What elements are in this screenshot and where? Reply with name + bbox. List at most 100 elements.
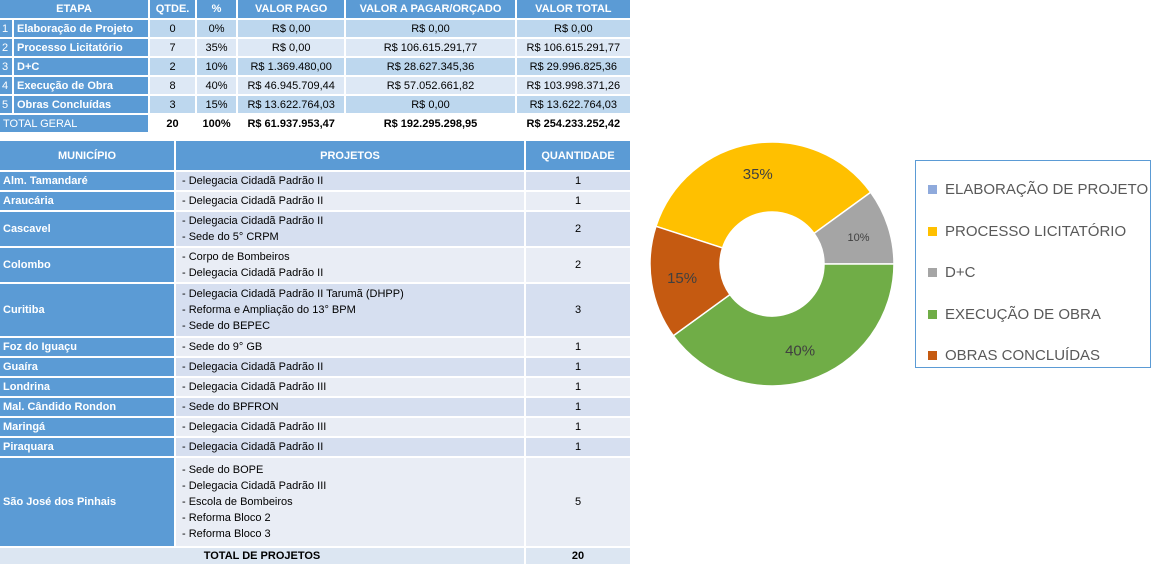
project-row: Alm. Tamandaré - Delegacia Cidadã Padrão …: [0, 172, 630, 190]
project-item: - Delegacia Cidadã Padrão II: [182, 175, 324, 187]
project-row: Colombo - Corpo de Bombeiros - Delegacia C…: [0, 248, 630, 282]
total-qtde: 20: [150, 115, 196, 132]
project-item: - Delegacia Cidadã Padrão II: [182, 215, 324, 227]
summary-row: 2 Processo Licitatório 7 35% R$ 0,00 R$ 106.6…: [0, 39, 630, 56]
summary-row: 5 Obras Concluídas 3 15% R$ 13.622.764,03 R$ …: [0, 96, 630, 113]
total-cell: R$ 29.996.825,36: [516, 58, 630, 75]
slice-label: 35%: [743, 166, 773, 183]
quantidade-cell: 1: [526, 192, 630, 210]
slice-label: 40%: [785, 343, 815, 360]
legend-label: OBRAS CONCLUÍDAS: [945, 347, 1101, 365]
project-row: Curitiba - Delegacia Cidadã Padrão II Tar…: [0, 284, 630, 336]
qtde-cell: 8: [150, 77, 196, 94]
total-pagar: R$ 192.295.298,95: [346, 115, 515, 132]
legend-item: D+C: [928, 252, 1150, 294]
pago-cell: R$ 13.622.764,03: [237, 96, 345, 113]
qtde-cell: 0: [150, 20, 196, 37]
col-pct: %: [197, 0, 236, 18]
quantidade-cell: 2: [526, 248, 630, 282]
project-row: Foz do Iguaçu - Sede do 9° GB 1: [0, 338, 630, 356]
col-total: VALOR TOTAL: [516, 0, 630, 18]
municipio-cell: Maringá: [0, 418, 174, 436]
legend-swatch-icon: [928, 351, 937, 361]
total-total: R$ 254.233.252,42: [516, 115, 630, 132]
projetos-cell: - Delegacia Cidadã Padrão III: [176, 418, 524, 436]
pct-cell: 35%: [197, 39, 236, 56]
projetos-cell: - Delegacia Cidadã Padrão II: [176, 192, 524, 210]
municipio-cell: Curitiba: [0, 284, 174, 336]
legend-label: PROCESSO LICITATÓRIO: [945, 222, 1127, 240]
pago-cell: R$ 46.945.709,44: [237, 77, 345, 94]
project-item: - Reforma e Ampliação do 13° BPM: [182, 304, 356, 316]
col-pago: VALOR PAGO: [237, 0, 345, 18]
pago-cell: R$ 1.369.480,00: [237, 58, 345, 75]
donut-chart: 35% 10% 40% 15%: [649, 141, 895, 387]
col-projetos: PROJETOS: [176, 141, 524, 170]
row-number: 5: [0, 96, 12, 113]
project-item: - Sede do BEPEC: [182, 320, 271, 332]
project-item: - Delegacia Cidadã Padrão III: [182, 381, 327, 393]
project-row: Mal. Cândido Rondon - Sede do BPFRON 1: [0, 398, 630, 416]
slice-1: [655, 141, 872, 249]
project-item: - Sede do BOPE: [182, 464, 264, 476]
project-item: - Delegacia Cidadã Padrão II: [182, 361, 324, 373]
quantidade-cell: 1: [526, 378, 630, 396]
project-item: - Sede do BPFRON: [182, 401, 279, 413]
summary-row: 1 Elaboração de Projeto 0 0% R$ 0,00 R$ 0,00 R…: [0, 20, 630, 37]
projetos-cell: - Sede do BPFRON: [176, 398, 524, 416]
legend-item: EXECUÇÃO DE OBRA: [928, 294, 1150, 336]
project-item: - Reforma Bloco 2: [182, 512, 271, 524]
legend-item: OBRAS CONCLUÍDAS: [928, 335, 1150, 377]
project-item: - Escola de Bombeiros: [182, 496, 293, 508]
quantidade-cell: 5: [526, 458, 630, 546]
projetos-cell: - Corpo de Bombeiros - Delegacia Cidadã P…: [176, 248, 524, 282]
pagar-cell: R$ 106.615.291,77: [346, 39, 515, 56]
quantidade-cell: 1: [526, 438, 630, 456]
pct-cell: 0%: [197, 20, 236, 37]
etapa-cell: Execução de Obra: [14, 77, 148, 94]
slice-label: 15%: [667, 270, 697, 287]
slice-3: [672, 263, 895, 387]
municipio-cell: Mal. Cândido Rondon: [0, 398, 174, 416]
etapa-cell: Obras Concluídas: [14, 96, 148, 113]
pagar-cell: R$ 0,00: [346, 96, 515, 113]
projetos-cell: - Delegacia Cidadã Padrão II: [176, 438, 524, 456]
total-projetos-label: TOTAL DE PROJETOS: [0, 548, 524, 564]
etapa-cell: Elaboração de Projeto: [14, 20, 148, 37]
summary-row: 3 D+C 2 10% R$ 1.369.480,00 R$ 28.627.345,36 R…: [0, 58, 630, 75]
total-cell: R$ 13.622.764,03: [516, 96, 630, 113]
project-row: São José dos Pinhais - Sede do BOPE - Dele…: [0, 458, 630, 546]
municipio-cell: Londrina: [0, 378, 174, 396]
municipio-cell: Araucária: [0, 192, 174, 210]
etapa-cell: D+C: [14, 58, 148, 75]
municipio-cell: São José dos Pinhais: [0, 458, 174, 546]
legend-item: ELABORAÇÃO DE PROJETO: [928, 169, 1150, 211]
project-item: - Delegacia Cidadã Padrão III: [182, 421, 327, 433]
project-row: Maringá - Delegacia Cidadã Padrão III 1: [0, 418, 630, 436]
pct-cell: 40%: [197, 77, 236, 94]
project-item: - Sede do 9° GB: [182, 341, 263, 353]
project-item: - Delegacia Cidadã Padrão II: [182, 441, 324, 453]
slice-label: 10%: [848, 232, 870, 244]
pagar-cell: R$ 28.627.345,36: [346, 58, 515, 75]
quantidade-cell: 3: [526, 284, 630, 336]
total-pago: R$ 61.937.953,47: [237, 115, 345, 132]
row-number: 1: [0, 20, 12, 37]
project-item: - Delegacia Cidadã Padrão II Tarumã (DHP…: [182, 288, 404, 300]
total-label: TOTAL GERAL: [0, 115, 148, 132]
pago-cell: R$ 0,00: [237, 39, 345, 56]
pagar-cell: R$ 0,00: [346, 20, 515, 37]
project-row: Araucária - Delegacia Cidadã Padrão II 1: [0, 192, 630, 210]
col-quantidade: QUANTIDADE: [526, 141, 630, 170]
qtde-cell: 2: [150, 58, 196, 75]
municipio-cell: Alm. Tamandaré: [0, 172, 174, 190]
municipio-cell: Piraquara: [0, 438, 174, 456]
summary-total-row: TOTAL GERAL 20 100% R$ 61.937.953,47 R$ 192.…: [0, 115, 630, 132]
pagar-cell: R$ 57.052.661,82: [346, 77, 515, 94]
legend-swatch-icon: [928, 268, 937, 278]
municipio-cell: Foz do Iguaçu: [0, 338, 174, 356]
col-pagar: VALOR A PAGAR/ORÇADO: [346, 0, 515, 18]
municipio-cell: Cascavel: [0, 212, 174, 246]
legend-swatch-icon: [928, 309, 937, 319]
total-cell: R$ 0,00: [516, 20, 630, 37]
